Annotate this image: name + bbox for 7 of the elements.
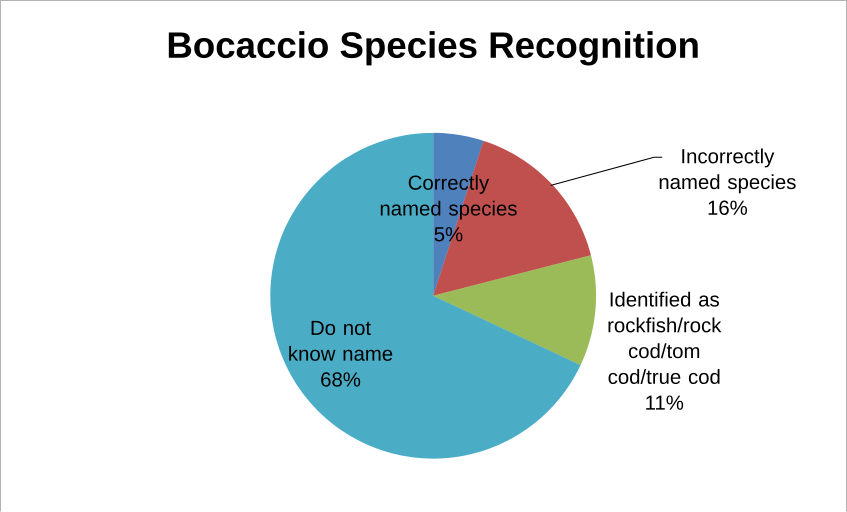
slice-label: Incorrectly named species	[660, 148, 796, 194]
data-label: 68%	[321, 372, 360, 387]
slice-label: Do not know name	[289, 320, 392, 361]
data-label: 16%	[708, 200, 748, 215]
chart-title: Bocaccio Species Recognition	[168, 31, 698, 66]
data-label: 11%	[646, 395, 684, 410]
slice-label: Identified as rockfish/rock cod/tom cod/true cod	[608, 292, 722, 384]
